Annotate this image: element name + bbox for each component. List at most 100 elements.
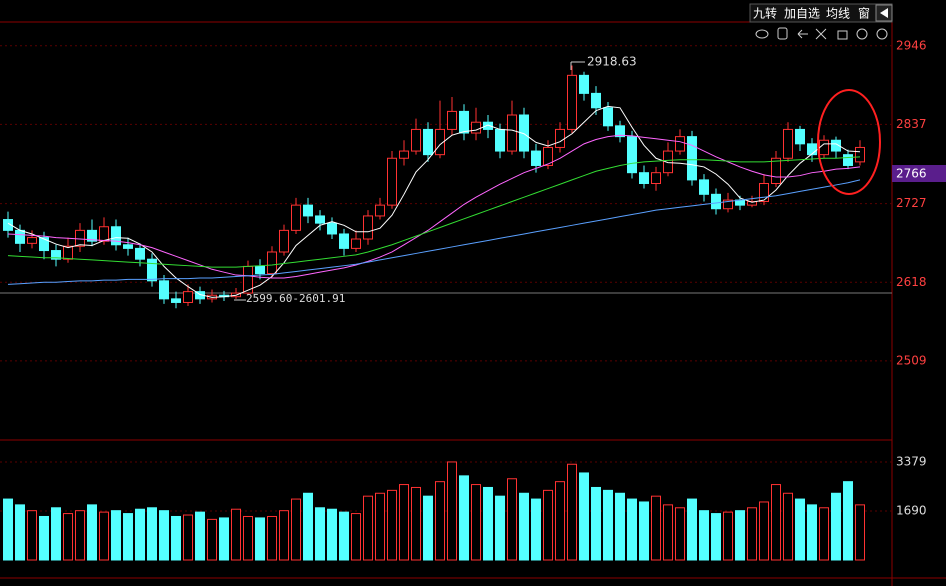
volume-bar bbox=[399, 484, 409, 561]
candle-body bbox=[663, 150, 673, 174]
volume-bar bbox=[375, 492, 385, 561]
cut-icon[interactable] bbox=[815, 28, 827, 40]
volume-bar bbox=[135, 508, 145, 561]
y-tick-label: 2727 bbox=[896, 196, 927, 210]
volume-bar bbox=[687, 498, 697, 561]
candle-body bbox=[135, 247, 145, 260]
candle-body bbox=[531, 150, 541, 166]
volume-bar bbox=[747, 507, 757, 561]
zoom-out-icon[interactable] bbox=[876, 28, 888, 40]
candle-body bbox=[807, 143, 817, 156]
volume-bar bbox=[315, 507, 325, 561]
last-price-label: 2766 bbox=[896, 167, 927, 181]
hand-icon[interactable] bbox=[777, 27, 788, 40]
candle-body bbox=[123, 244, 133, 249]
volume-bar bbox=[471, 484, 481, 561]
candle-body bbox=[363, 215, 373, 240]
candle-body bbox=[75, 229, 85, 247]
candle-body bbox=[831, 139, 841, 152]
candle-body bbox=[147, 258, 157, 282]
volume-bar bbox=[3, 498, 13, 561]
y-tick-label: 2837 bbox=[896, 117, 927, 131]
toolbar: 九转 加自选 均线 窗 bbox=[749, 3, 893, 40]
last-price-box bbox=[892, 165, 946, 182]
candle-body bbox=[99, 226, 109, 242]
volume-bar bbox=[423, 495, 433, 561]
volume-bar bbox=[639, 501, 649, 561]
candle-body bbox=[303, 204, 313, 217]
volume-bar bbox=[807, 504, 817, 561]
candle-body bbox=[315, 215, 325, 224]
candle-body bbox=[375, 204, 385, 217]
volume-bar bbox=[387, 489, 397, 561]
candle-body bbox=[171, 298, 181, 303]
volume-bar bbox=[651, 495, 661, 561]
lock-icon[interactable] bbox=[837, 30, 848, 40]
candle-body bbox=[843, 154, 853, 166]
volume-bar bbox=[207, 518, 217, 561]
volume-bar bbox=[279, 510, 289, 561]
candle-body bbox=[327, 222, 337, 235]
candle-body bbox=[27, 237, 37, 244]
candle-body bbox=[435, 128, 445, 156]
volume-bar bbox=[195, 511, 205, 561]
candle-body bbox=[771, 157, 781, 184]
candle-body bbox=[795, 128, 805, 145]
plot: 2946 2837 2727 2618 2509 3379 1690 bbox=[0, 38, 927, 561]
candle-body bbox=[711, 193, 721, 210]
candle-body bbox=[651, 172, 661, 184]
volume-bar bbox=[459, 475, 469, 561]
y-tick-label: 2946 bbox=[896, 38, 927, 52]
back-icon[interactable] bbox=[797, 29, 808, 39]
candle-body bbox=[723, 199, 733, 210]
toolbar-button[interactable]: 九转 bbox=[753, 6, 777, 21]
volume-bar bbox=[171, 515, 181, 561]
candle-body bbox=[447, 110, 457, 130]
candle-body bbox=[63, 245, 73, 260]
volume-bar bbox=[363, 495, 373, 561]
volume-bar bbox=[159, 510, 169, 561]
volume-bar bbox=[507, 478, 517, 561]
eye-icon[interactable] bbox=[755, 29, 769, 39]
toolbar-button[interactable]: 均线 bbox=[826, 7, 850, 21]
volume-bar bbox=[855, 504, 865, 561]
candle-body bbox=[627, 136, 637, 174]
candle-body bbox=[507, 114, 517, 152]
volume-bar bbox=[831, 492, 841, 561]
volume-bar bbox=[15, 504, 25, 561]
volume-bar bbox=[87, 504, 97, 561]
volume-bar bbox=[795, 498, 805, 561]
volume-bar bbox=[99, 511, 109, 561]
candle-body bbox=[423, 128, 433, 156]
volume-bar bbox=[291, 498, 301, 561]
toolbar-button[interactable]: 窗 bbox=[858, 7, 870, 21]
candle-body bbox=[747, 201, 757, 206]
volume-bar bbox=[63, 513, 73, 561]
volume-bar bbox=[723, 511, 733, 561]
candle-body bbox=[3, 219, 13, 231]
candle-body bbox=[351, 238, 361, 249]
zoom-in-icon[interactable] bbox=[856, 28, 868, 40]
volume-bar bbox=[39, 515, 49, 561]
candle-body bbox=[471, 121, 481, 134]
volume-bar bbox=[495, 495, 505, 561]
volume-bar bbox=[411, 486, 421, 561]
volume-bar bbox=[771, 484, 781, 561]
volume-bar bbox=[603, 489, 613, 561]
collapse-icon bbox=[880, 8, 888, 18]
candle-body bbox=[519, 114, 529, 152]
volume-bar bbox=[531, 498, 541, 561]
volume-bar bbox=[231, 508, 241, 561]
volume-bar bbox=[483, 486, 493, 561]
volume-bar bbox=[51, 507, 61, 561]
ma-line bbox=[7, 134, 861, 279]
volume-bar bbox=[519, 492, 529, 561]
volume-bar bbox=[759, 501, 769, 561]
volume-bar bbox=[699, 510, 709, 561]
candle-body bbox=[543, 146, 553, 166]
volume-bar bbox=[663, 504, 673, 561]
candle-body bbox=[159, 280, 169, 300]
candle-body bbox=[39, 237, 49, 252]
toolbar-button[interactable]: 加自选 bbox=[784, 7, 820, 21]
volume-bar bbox=[843, 481, 853, 561]
